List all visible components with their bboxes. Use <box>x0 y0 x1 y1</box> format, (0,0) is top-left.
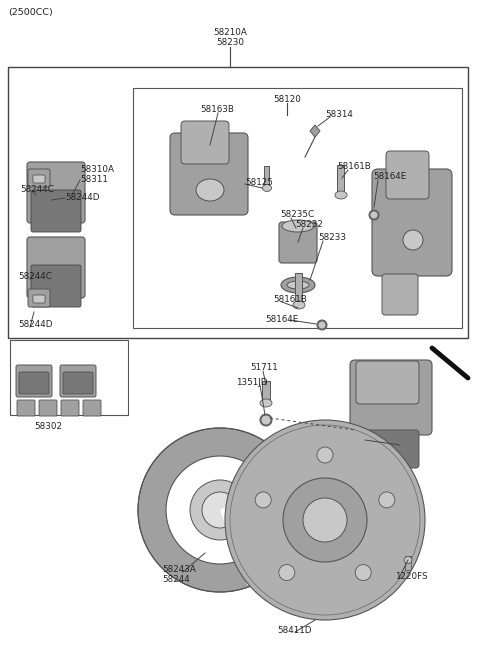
Bar <box>133 88 462 328</box>
FancyBboxPatch shape <box>28 289 50 307</box>
Text: 58311: 58311 <box>80 175 108 184</box>
Text: 58233: 58233 <box>318 233 346 242</box>
Circle shape <box>190 480 250 540</box>
Ellipse shape <box>317 320 327 330</box>
Text: 51711: 51711 <box>250 363 278 372</box>
Text: 58161B: 58161B <box>273 295 307 304</box>
FancyBboxPatch shape <box>181 121 229 164</box>
Circle shape <box>283 478 367 562</box>
Ellipse shape <box>260 414 272 426</box>
Text: 1220FS: 1220FS <box>395 572 428 581</box>
FancyBboxPatch shape <box>16 365 52 397</box>
Ellipse shape <box>293 301 305 309</box>
FancyBboxPatch shape <box>27 237 85 298</box>
FancyBboxPatch shape <box>28 169 50 187</box>
Ellipse shape <box>263 185 272 191</box>
Text: (2500CC): (2500CC) <box>8 8 53 17</box>
Ellipse shape <box>260 399 272 407</box>
FancyBboxPatch shape <box>356 361 419 404</box>
Text: 58244: 58244 <box>162 575 190 584</box>
FancyBboxPatch shape <box>27 162 85 223</box>
Circle shape <box>279 564 295 581</box>
FancyBboxPatch shape <box>61 400 79 416</box>
Text: 58314: 58314 <box>325 110 353 119</box>
FancyBboxPatch shape <box>63 372 93 394</box>
Circle shape <box>379 492 395 508</box>
Text: 58244D: 58244D <box>65 193 99 202</box>
FancyBboxPatch shape <box>31 265 81 307</box>
FancyBboxPatch shape <box>33 295 45 303</box>
FancyBboxPatch shape <box>382 274 418 315</box>
Circle shape <box>255 492 271 508</box>
Circle shape <box>370 211 378 219</box>
Circle shape <box>261 415 271 425</box>
Text: 58210A: 58210A <box>213 28 247 37</box>
Bar <box>10 340 128 415</box>
Text: 58244C: 58244C <box>18 272 52 281</box>
FancyBboxPatch shape <box>33 175 45 183</box>
FancyBboxPatch shape <box>39 400 57 416</box>
Text: 58230: 58230 <box>216 38 244 47</box>
FancyBboxPatch shape <box>31 190 81 232</box>
Ellipse shape <box>281 277 315 293</box>
Text: 58235C: 58235C <box>280 210 314 219</box>
Text: 58310A: 58310A <box>80 165 114 174</box>
Circle shape <box>355 564 371 581</box>
Bar <box>262 381 270 403</box>
Wedge shape <box>220 470 300 510</box>
Wedge shape <box>138 428 302 592</box>
FancyBboxPatch shape <box>365 430 419 468</box>
Text: 58120: 58120 <box>273 95 301 104</box>
Text: 58161B: 58161B <box>337 162 371 171</box>
Text: 58244C: 58244C <box>20 185 54 194</box>
Circle shape <box>318 321 326 329</box>
Ellipse shape <box>335 191 347 199</box>
Text: 58125: 58125 <box>245 178 273 187</box>
Bar <box>295 273 302 305</box>
FancyBboxPatch shape <box>279 222 317 263</box>
FancyBboxPatch shape <box>386 151 429 199</box>
FancyBboxPatch shape <box>350 360 432 435</box>
Ellipse shape <box>282 220 314 232</box>
FancyBboxPatch shape <box>17 400 35 416</box>
Ellipse shape <box>196 179 224 201</box>
Text: 58163B: 58163B <box>200 105 234 114</box>
Circle shape <box>303 498 347 542</box>
Circle shape <box>225 420 425 620</box>
Polygon shape <box>310 125 320 137</box>
Text: 58164E: 58164E <box>265 315 298 324</box>
Text: 58411D: 58411D <box>278 626 312 635</box>
Bar <box>405 556 411 570</box>
Wedge shape <box>220 510 300 585</box>
Bar <box>264 166 269 188</box>
Bar <box>8 67 468 338</box>
Ellipse shape <box>287 281 309 289</box>
Text: 58244D: 58244D <box>18 320 52 329</box>
FancyBboxPatch shape <box>170 133 248 215</box>
FancyBboxPatch shape <box>83 400 101 416</box>
FancyBboxPatch shape <box>19 372 49 394</box>
FancyBboxPatch shape <box>60 365 96 397</box>
Circle shape <box>403 230 423 250</box>
FancyBboxPatch shape <box>372 169 452 276</box>
Text: 58164E: 58164E <box>373 172 406 181</box>
Text: 1351JD: 1351JD <box>236 378 267 387</box>
Ellipse shape <box>369 210 379 220</box>
Text: 58243A: 58243A <box>162 565 196 574</box>
Ellipse shape <box>404 556 412 564</box>
Circle shape <box>202 492 238 528</box>
Text: 58302: 58302 <box>34 422 62 431</box>
Bar <box>337 165 344 195</box>
Text: 58232: 58232 <box>295 220 323 229</box>
Circle shape <box>317 447 333 463</box>
